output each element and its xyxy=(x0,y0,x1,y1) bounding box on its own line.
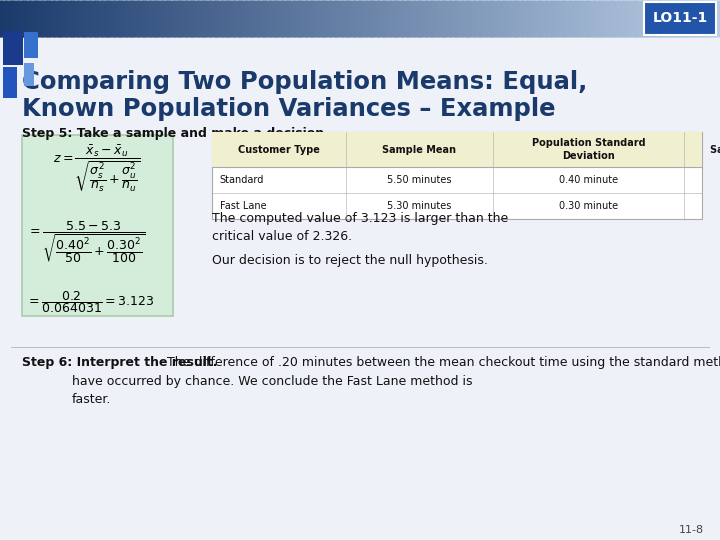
Text: Sample Mean: Sample Mean xyxy=(382,145,456,155)
Text: Our decision is to reject the null hypothesis.: Our decision is to reject the null hypot… xyxy=(212,254,488,267)
Text: 5.30 minutes: 5.30 minutes xyxy=(387,201,451,211)
Text: $= \dfrac{0.2}{0.064031} = 3.123$: $= \dfrac{0.2}{0.064031} = 3.123$ xyxy=(26,289,154,315)
Text: 11-8: 11-8 xyxy=(679,524,704,535)
Bar xyxy=(212,132,702,219)
Text: critical value of 2.326.: critical value of 2.326. xyxy=(212,230,353,243)
Text: Comparing Two Population Means: Equal,: Comparing Two Population Means: Equal, xyxy=(22,70,587,94)
Text: The computed value of 3.123 is larger than the: The computed value of 3.123 is larger th… xyxy=(212,212,508,225)
Text: LO11-1: LO11-1 xyxy=(653,11,708,25)
Text: Fast Lane: Fast Lane xyxy=(220,201,266,211)
Text: 0.30 minute: 0.30 minute xyxy=(559,201,618,211)
Bar xyxy=(644,2,716,35)
Text: Step 5: Take a sample and make a decision.: Step 5: Take a sample and make a decisio… xyxy=(22,127,328,140)
Text: Population Standard: Population Standard xyxy=(532,138,645,149)
Text: 0.40 minute: 0.40 minute xyxy=(559,176,618,185)
Bar xyxy=(212,132,702,167)
Bar xyxy=(3,67,17,98)
Text: $= \dfrac{5.5 - 5.3}{\sqrt{\dfrac{0.40^2}{50} + \dfrac{0.30^2}{100}}}$: $= \dfrac{5.5 - 5.3}{\sqrt{\dfrac{0.40^2… xyxy=(27,219,145,265)
Text: Deviation: Deviation xyxy=(562,151,615,161)
Bar xyxy=(22,135,173,316)
Bar xyxy=(24,63,34,86)
Text: Customer Type: Customer Type xyxy=(238,145,320,155)
Text: Step 6: Interpret the result.: Step 6: Interpret the result. xyxy=(22,356,217,369)
Text: The difference of .20 minutes between the mean checkout time using the standard : The difference of .20 minutes between th… xyxy=(163,356,720,369)
Text: Known Population Variances – Example: Known Population Variances – Example xyxy=(22,97,555,121)
Text: Sample Size: Sample Size xyxy=(710,145,720,155)
Text: 5.50 minutes: 5.50 minutes xyxy=(387,176,451,185)
Text: faster.: faster. xyxy=(72,393,112,406)
Text: Standard: Standard xyxy=(220,176,264,185)
Bar xyxy=(3,31,23,65)
Text: $z = \dfrac{\bar{x}_s - \bar{x}_u}{\sqrt{\dfrac{\sigma_s^2}{n_s} + \dfrac{\sigma: $z = \dfrac{\bar{x}_s - \bar{x}_u}{\sqrt… xyxy=(53,143,141,193)
Bar xyxy=(24,32,38,58)
Text: have occurred by chance. We conclude the Fast Lane method is: have occurred by chance. We conclude the… xyxy=(72,375,472,388)
